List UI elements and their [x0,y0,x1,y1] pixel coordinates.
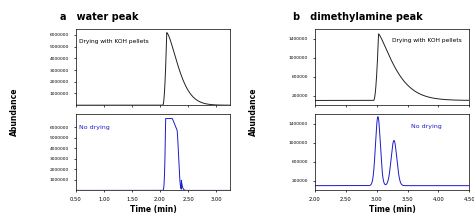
X-axis label: Time (min): Time (min) [369,205,416,214]
Text: Abundance: Abundance [9,88,18,136]
Text: Drying with KOH pellets: Drying with KOH pellets [392,39,462,43]
Text: a   water peak: a water peak [60,12,139,22]
Text: b   dimethylamine peak: b dimethylamine peak [293,12,423,22]
Text: No drying: No drying [410,124,441,129]
Text: Abundance: Abundance [249,88,258,136]
Text: Drying with KOH pellets: Drying with KOH pellets [79,39,148,44]
X-axis label: Time (min): Time (min) [129,205,176,214]
Text: No drying: No drying [79,125,109,130]
